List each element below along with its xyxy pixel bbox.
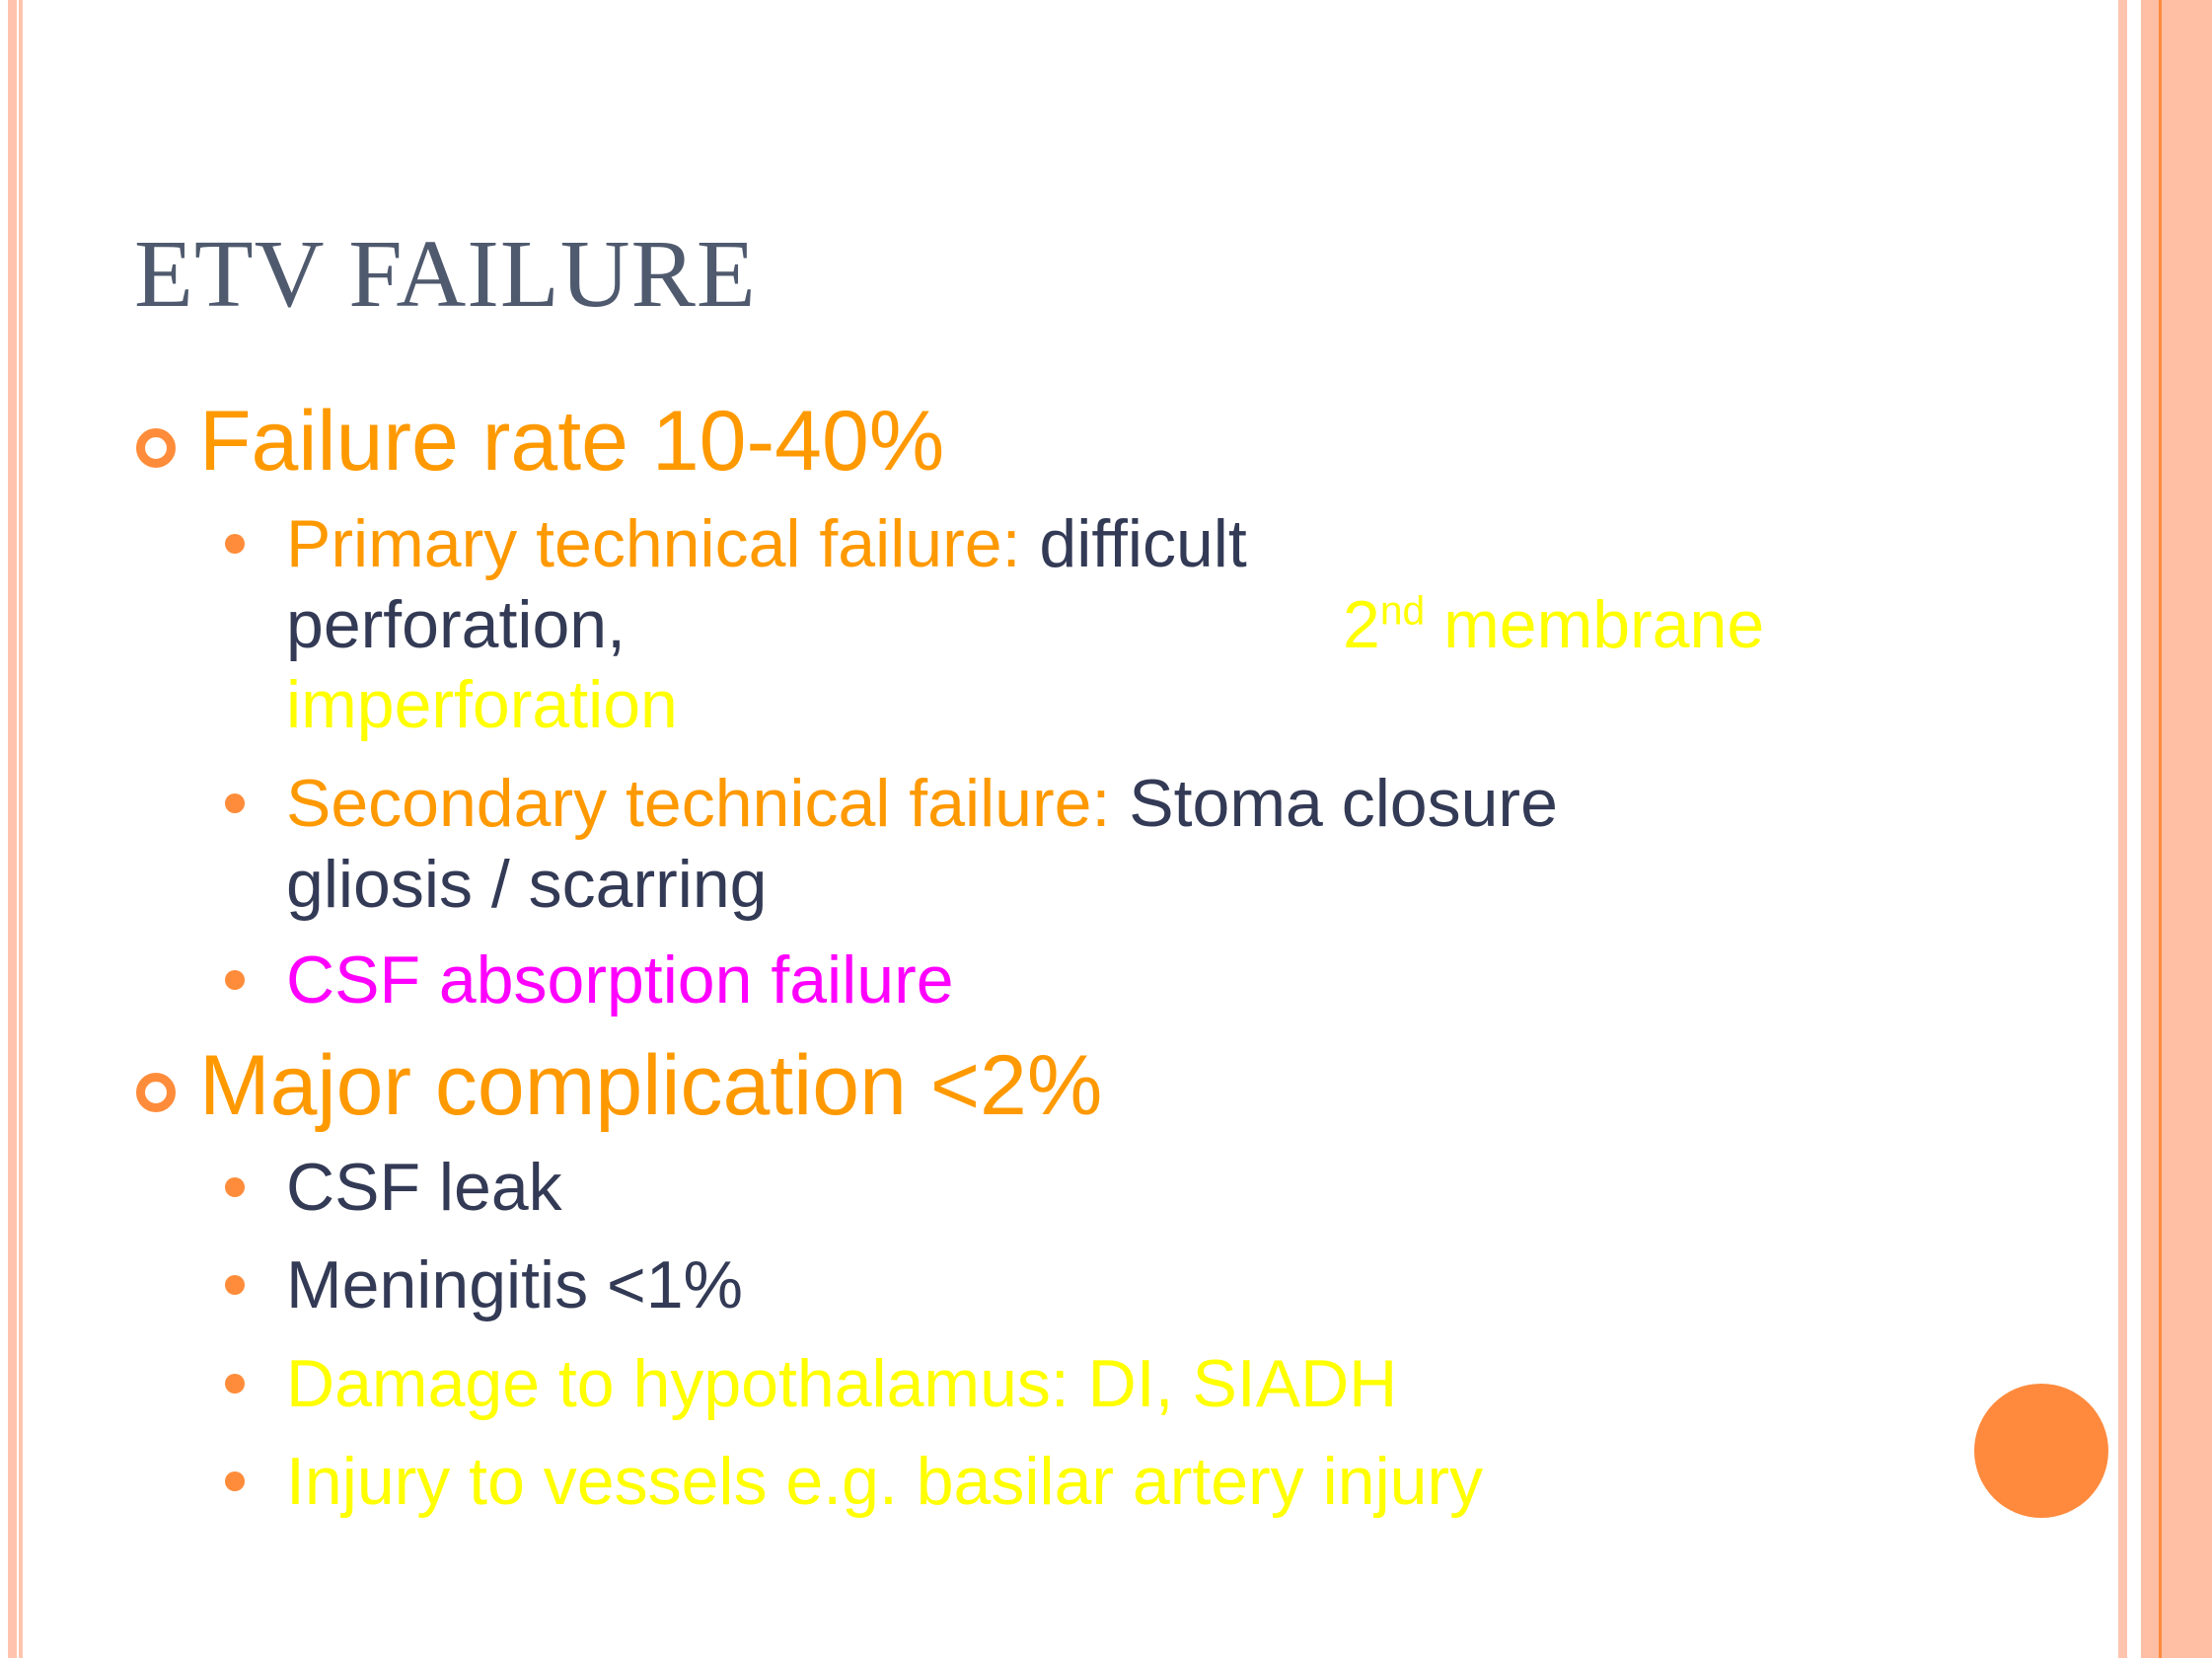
item-text: Meningitis <1%	[286, 1247, 744, 1322]
ring-bullet-icon	[136, 427, 176, 468]
bullet-major-complication: Major complication <2%	[136, 1037, 1103, 1135]
item-label: Primary technical failure:	[286, 506, 1021, 581]
dot-bullet-icon	[225, 1374, 245, 1394]
right-border-stripe	[2118, 0, 2127, 1658]
text: membrane	[1425, 587, 1765, 662]
item-text: CSF leak	[286, 1150, 562, 1225]
item-continuation: perforation,	[286, 587, 626, 662]
item-vessels: Injury to vessels e.g. basilar artery in…	[225, 1443, 1484, 1520]
item-text: Injury to vessels e.g. basilar artery in…	[286, 1444, 1484, 1519]
item-text: CSF absorption failure	[286, 942, 954, 1017]
item-label: Secondary technical failure:	[286, 766, 1111, 841]
text: 2	[1343, 587, 1380, 662]
right-border-band	[2141, 0, 2212, 1658]
dot-bullet-icon	[225, 1471, 245, 1491]
item-csf-absorption: CSF absorption failure	[225, 942, 954, 1018]
ring-bullet-icon	[136, 1072, 176, 1112]
dot-bullet-icon	[225, 793, 245, 813]
item-csf-leak: CSF leak	[225, 1149, 562, 1226]
heading-text: Major complication <2%	[199, 1038, 1103, 1133]
right-border-line	[2159, 0, 2162, 1658]
dot-bullet-icon	[225, 1275, 245, 1295]
item-secondary-failure: Secondary technical failure: Stoma closu…	[225, 765, 1558, 842]
item-meningitis: Meningitis <1%	[225, 1246, 744, 1323]
item-text: Stoma closure	[1129, 766, 1558, 841]
item-continuation: imperforation	[286, 667, 678, 742]
heading-text: Failure rate 10-40%	[199, 394, 945, 489]
superscript: nd	[1379, 587, 1426, 634]
bullet-failure-rate: Failure rate 10-40%	[136, 393, 945, 490]
item-text: Damage to hypothalamus: DI, SIADH	[286, 1346, 1398, 1421]
left-border-stripe	[19, 0, 23, 1658]
left-border-stripe	[8, 0, 17, 1658]
orange-circle-decoration	[1974, 1384, 2108, 1518]
slide-title: ETV FAILURE	[134, 221, 757, 328]
item-continuation-yellow: 2nd membrane	[1343, 586, 1764, 663]
item-text: difficult	[1039, 506, 1247, 581]
dot-bullet-icon	[225, 534, 245, 554]
item-hypothalamus: Damage to hypothalamus: DI, SIADH	[225, 1345, 1398, 1422]
item-primary-failure: Primary technical failure: difficult	[225, 505, 1247, 582]
item-continuation: gliosis / scarring	[286, 847, 768, 922]
dot-bullet-icon	[225, 1177, 245, 1197]
dot-bullet-icon	[225, 970, 245, 990]
